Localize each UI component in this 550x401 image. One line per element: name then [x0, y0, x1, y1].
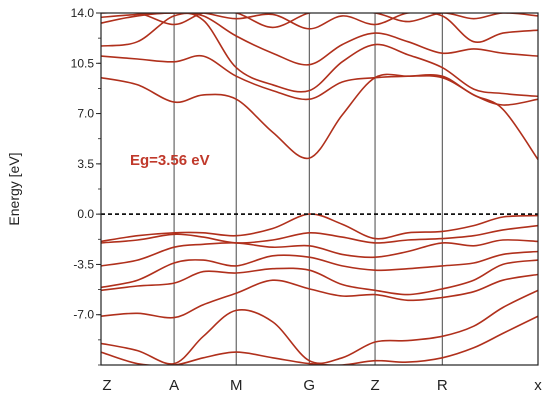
band-line [101, 13, 538, 66]
band-line [101, 239, 538, 267]
y-tick-label: -7.0 [73, 308, 94, 322]
band-line [101, 73, 538, 160]
kpoint-label: G [303, 377, 315, 394]
band-line [101, 213, 538, 243]
band-line [101, 13, 538, 29]
band-line [101, 13, 538, 98]
plot-frame [100, 12, 539, 366]
band-line [101, 54, 538, 106]
y-axis: 14.0 10.5 7.0 3.5 0.0 -3.5 -7.0 [71, 6, 101, 366]
kpoint-label: Z [370, 377, 379, 394]
y-tick-label: 0.0 [77, 207, 94, 221]
kpoint-lines [173, 13, 443, 365]
bands [101, 13, 538, 365]
band-line [101, 250, 538, 289]
kpoint-label: x [534, 377, 542, 394]
y-tick-label: 3.5 [77, 157, 94, 171]
y-tick-label: 10.5 [71, 56, 95, 70]
kpoint-label: M [230, 377, 243, 394]
y-axis-title: Energy [eV] [6, 152, 22, 225]
band-line [101, 273, 538, 319]
kpoint-label: Z [102, 377, 111, 394]
kpoint-label: A [169, 377, 179, 394]
band-line [101, 13, 538, 44]
band-line [101, 259, 538, 296]
y-tick-label: 14.0 [71, 6, 95, 20]
band-gap-annotation: Eg=3.56 eV [130, 152, 210, 169]
y-tick-label: -3.5 [73, 257, 94, 271]
band-line [101, 289, 538, 365]
band-line [101, 315, 538, 365]
band-line [101, 224, 538, 244]
y-tick-label: 7.0 [77, 107, 94, 121]
kpoint-label: R [437, 377, 448, 394]
